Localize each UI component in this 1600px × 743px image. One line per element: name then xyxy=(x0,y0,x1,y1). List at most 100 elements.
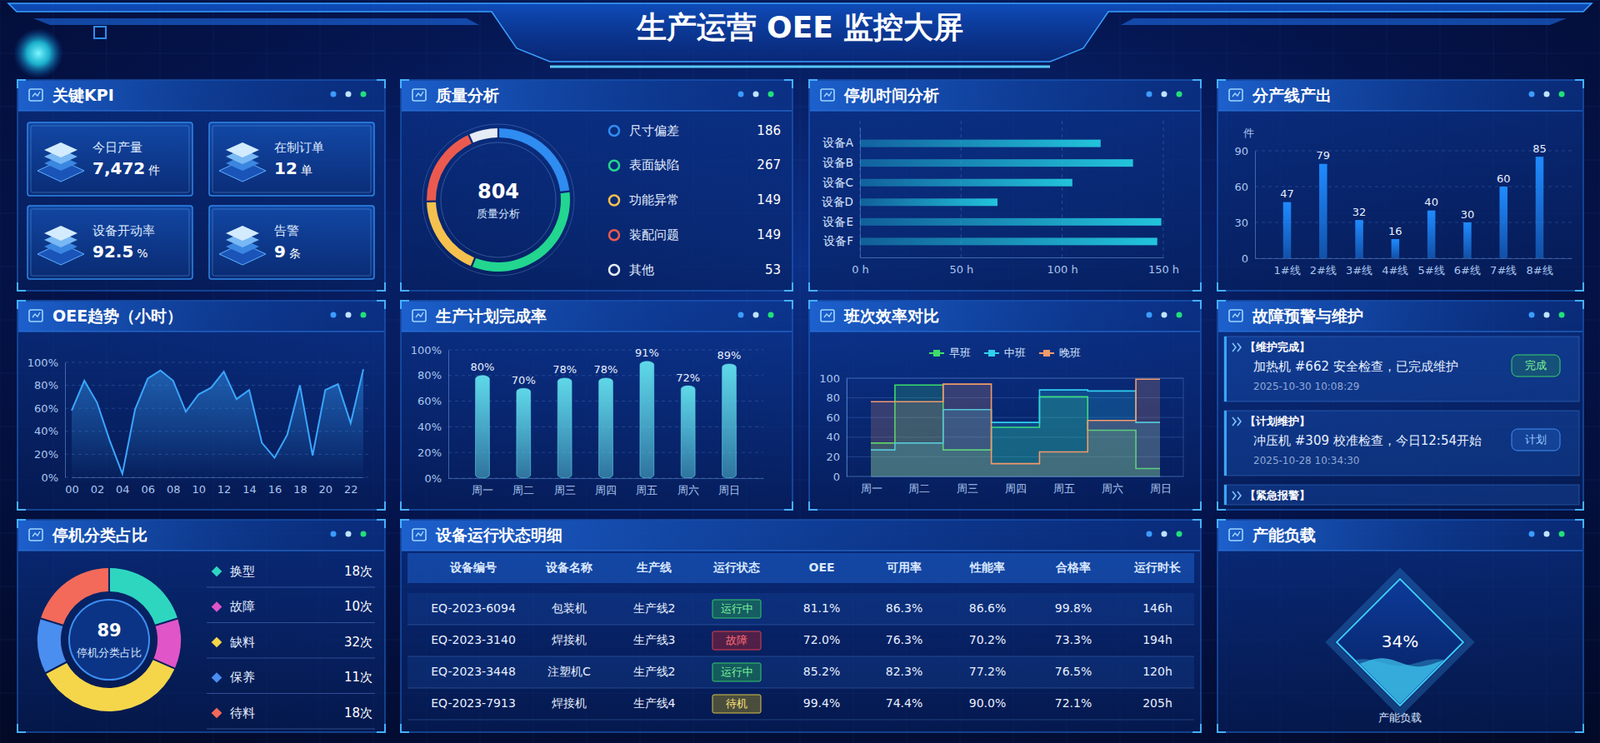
panel-icon xyxy=(412,310,426,322)
panel-title: 设备运行状态明细 xyxy=(435,525,563,545)
tick-label: 0 h xyxy=(851,263,870,276)
panel-corner xyxy=(1192,300,1201,310)
center-label: 停机分类占比 xyxy=(76,646,142,660)
tick-label: 12 xyxy=(217,483,232,496)
panel-corner xyxy=(400,724,410,733)
data-label: 16 xyxy=(1388,225,1403,238)
kpi-value: 12 xyxy=(274,158,298,179)
tick-label: 7#线 xyxy=(1490,264,1517,277)
legend-swatch xyxy=(933,350,940,357)
kpi-icon xyxy=(37,225,85,265)
slice xyxy=(153,620,181,669)
bg-line xyxy=(0,0,1,743)
panel-dot xyxy=(345,312,352,319)
axis-line xyxy=(65,363,66,479)
bar xyxy=(1535,156,1545,259)
table-header: OEE xyxy=(808,560,835,575)
legend-label: 待料 xyxy=(230,705,255,721)
alert-status: 计划 xyxy=(1525,433,1547,446)
tick: 周四 xyxy=(595,478,617,497)
tick-label: 1#线 xyxy=(1273,264,1300,277)
panel-corner xyxy=(809,501,818,510)
panel-header xyxy=(1218,80,1583,111)
tick-label: 4#线 xyxy=(1381,264,1409,277)
panel-corner xyxy=(376,300,385,310)
tick-label: 60% xyxy=(417,395,442,408)
legend-swatch xyxy=(1043,350,1050,357)
tick: 60 xyxy=(825,411,847,425)
panel-header xyxy=(810,301,1200,332)
legend-label: 早班 xyxy=(949,346,971,360)
panel-title: 质量分析 xyxy=(435,85,500,105)
y-axis: 020406080100 xyxy=(819,372,847,484)
tick: 10 xyxy=(191,477,206,496)
panel-title: OEE趋势（小时） xyxy=(52,306,183,325)
bar xyxy=(1427,210,1436,259)
data-label: 79 xyxy=(1316,149,1331,162)
tick-label: 40 xyxy=(825,430,840,444)
tick: 周日 xyxy=(718,478,740,497)
panel-icon xyxy=(1232,91,1240,97)
axis-line xyxy=(1255,151,1256,260)
tick-label: 周日 xyxy=(718,484,740,497)
tick: 设备C xyxy=(822,175,860,190)
alert-badge xyxy=(1511,429,1560,451)
table-cell: 焊接机 xyxy=(551,696,587,710)
tick-label: 3#线 xyxy=(1345,264,1373,277)
kpi-label: 告警 xyxy=(274,223,300,239)
tick: 18 xyxy=(293,477,308,496)
legend-item: 晚班 xyxy=(1039,346,1081,360)
grid-line xyxy=(1163,120,1165,258)
alert-item xyxy=(1224,410,1580,476)
table-cell: 86.6% xyxy=(969,601,1006,615)
category-axis-x: 000204060810121416182022 xyxy=(65,477,364,496)
legend-value: 149 xyxy=(756,192,781,208)
tick-label: 0 xyxy=(833,470,840,484)
bar xyxy=(860,218,1162,226)
tick: 60% xyxy=(34,402,65,415)
tick: 周二 xyxy=(512,478,535,497)
panel-corner xyxy=(1192,724,1201,733)
tick-label: 周二 xyxy=(512,484,535,497)
panel-dot xyxy=(360,531,367,538)
title-wing xyxy=(1120,18,1567,25)
slice xyxy=(40,568,109,625)
tick: 周一 xyxy=(860,476,883,495)
tick: 7#线 xyxy=(1490,258,1517,277)
bar xyxy=(557,378,572,479)
background-grid xyxy=(0,0,1600,743)
panel-dot xyxy=(1544,531,1550,538)
gauge-glow xyxy=(1330,572,1470,713)
panel-dot xyxy=(330,531,337,538)
panel-dot xyxy=(1161,312,1168,319)
table-cell: EQ-2023-3448 xyxy=(430,665,516,679)
gauge-wave xyxy=(1336,658,1464,706)
tick: 20% xyxy=(34,448,65,461)
header-line xyxy=(18,110,385,112)
panel-bg xyxy=(17,520,385,733)
table-row-line xyxy=(407,688,1195,690)
bar xyxy=(1355,220,1364,259)
legend-separator xyxy=(206,587,375,589)
gauge-fill xyxy=(1336,658,1464,706)
tick-label: 设备A xyxy=(822,135,855,150)
gauge-wave-back xyxy=(1336,659,1464,706)
tick-label: 周一 xyxy=(860,482,883,495)
panel-corner xyxy=(17,520,26,529)
bar xyxy=(1319,164,1328,259)
icon-layer xyxy=(225,142,260,158)
panel-corner xyxy=(809,300,818,310)
panel-dot xyxy=(1146,91,1153,98)
panel-title: 生产计划完成率 xyxy=(435,306,547,325)
title-edge xyxy=(550,65,1050,69)
panel-dot xyxy=(1559,91,1565,98)
tick: 0 xyxy=(1241,252,1255,265)
legend-marker xyxy=(211,637,223,649)
tick-label: 60 xyxy=(825,411,840,425)
table-cell: 76.3% xyxy=(885,633,923,647)
alert-text: 加热机 #662 安全检查，已完成维护 xyxy=(1253,359,1459,375)
panel-title: 产能负载 xyxy=(1251,525,1316,545)
panel-dot xyxy=(1146,312,1153,319)
title-bar: 生产运营 OEE 监控大屏 xyxy=(8,3,1592,67)
status-text: 待机 xyxy=(725,697,748,710)
